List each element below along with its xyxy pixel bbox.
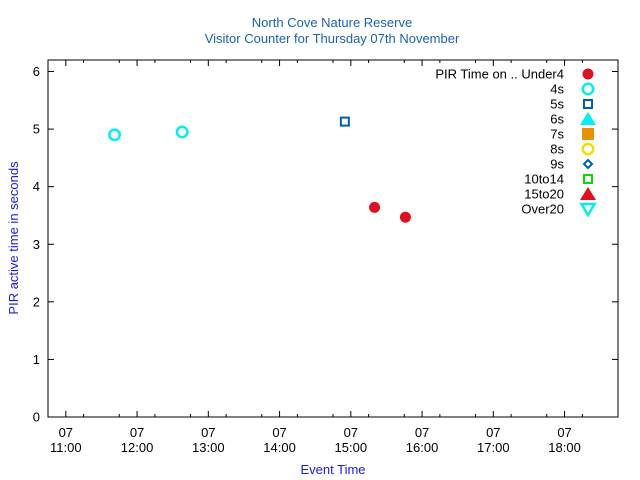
data-point xyxy=(108,128,121,142)
legend-label: 5s xyxy=(550,97,564,112)
legend-label: PIR Time on .. Under4 xyxy=(435,67,564,82)
x-tick-date: 07 xyxy=(272,425,286,440)
legend-marker xyxy=(580,187,596,200)
y-tick-label: 4 xyxy=(33,179,40,194)
x-tick-time: 14:00 xyxy=(263,440,296,455)
legend-label: 6s xyxy=(550,112,564,127)
x-tick-date: 07 xyxy=(130,425,144,440)
y-tick-label: 2 xyxy=(33,294,40,309)
y-tick-label: 3 xyxy=(33,237,40,252)
x-tick-time: 11:00 xyxy=(50,440,82,455)
y-axis-label: PIR active time in seconds xyxy=(6,161,21,315)
legend-marker xyxy=(579,202,597,218)
data-point xyxy=(369,201,381,213)
y-tick-label: 0 xyxy=(33,410,40,425)
legend-marker xyxy=(582,68,594,80)
legend-marker xyxy=(582,158,594,170)
x-axis-label: Event Time xyxy=(300,462,365,477)
legend-label: 10to14 xyxy=(524,172,564,187)
x-tick-date: 07 xyxy=(59,425,73,440)
chart-subtitle: Visitor Counter for Thursday 07th Novemb… xyxy=(205,31,460,46)
legend-label: Over20 xyxy=(521,202,564,217)
y-tick-label: 6 xyxy=(33,64,40,79)
data-point xyxy=(339,116,350,127)
x-tick-time: 18:00 xyxy=(548,440,581,455)
x-tick-time: 15:00 xyxy=(335,440,368,455)
legend-marker xyxy=(580,112,596,125)
x-tick-time: 13:00 xyxy=(192,440,225,455)
x-tick-date: 07 xyxy=(344,425,358,440)
legend-label: 8s xyxy=(550,142,564,157)
x-axis: 0711:000712:000713:000714:000715:000716:… xyxy=(47,60,619,455)
data-point xyxy=(399,211,411,223)
legend-marker xyxy=(581,142,595,156)
chart-title: North Cove Nature Reserve xyxy=(252,15,412,30)
y-tick-label: 5 xyxy=(33,122,40,137)
legend-label: 7s xyxy=(550,127,564,142)
x-tick-date: 07 xyxy=(201,425,215,440)
legend-label: 9s xyxy=(550,157,564,172)
legend-marker xyxy=(583,99,593,109)
x-tick-date: 07 xyxy=(486,425,500,440)
x-tick-date: 07 xyxy=(557,425,571,440)
x-tick-time: 17:00 xyxy=(477,440,510,455)
data-points xyxy=(108,116,411,223)
plot-frame xyxy=(47,59,619,418)
legend-label: 4s xyxy=(550,82,564,97)
x-tick-time: 12:00 xyxy=(121,440,154,455)
data-point xyxy=(175,125,189,139)
legend-marker xyxy=(583,174,593,184)
x-tick-time: 16:00 xyxy=(406,440,439,455)
legend-marker xyxy=(581,82,595,96)
y-tick-label: 1 xyxy=(33,352,40,367)
legend-marker xyxy=(582,128,594,140)
legend: PIR Time on .. Under44s5s6s7s8s9s10to141… xyxy=(435,67,597,218)
legend-label: 15to20 xyxy=(524,187,564,202)
y-axis: 0 1 2 3 4 5 6 xyxy=(33,64,618,425)
x-tick-date: 07 xyxy=(415,425,429,440)
